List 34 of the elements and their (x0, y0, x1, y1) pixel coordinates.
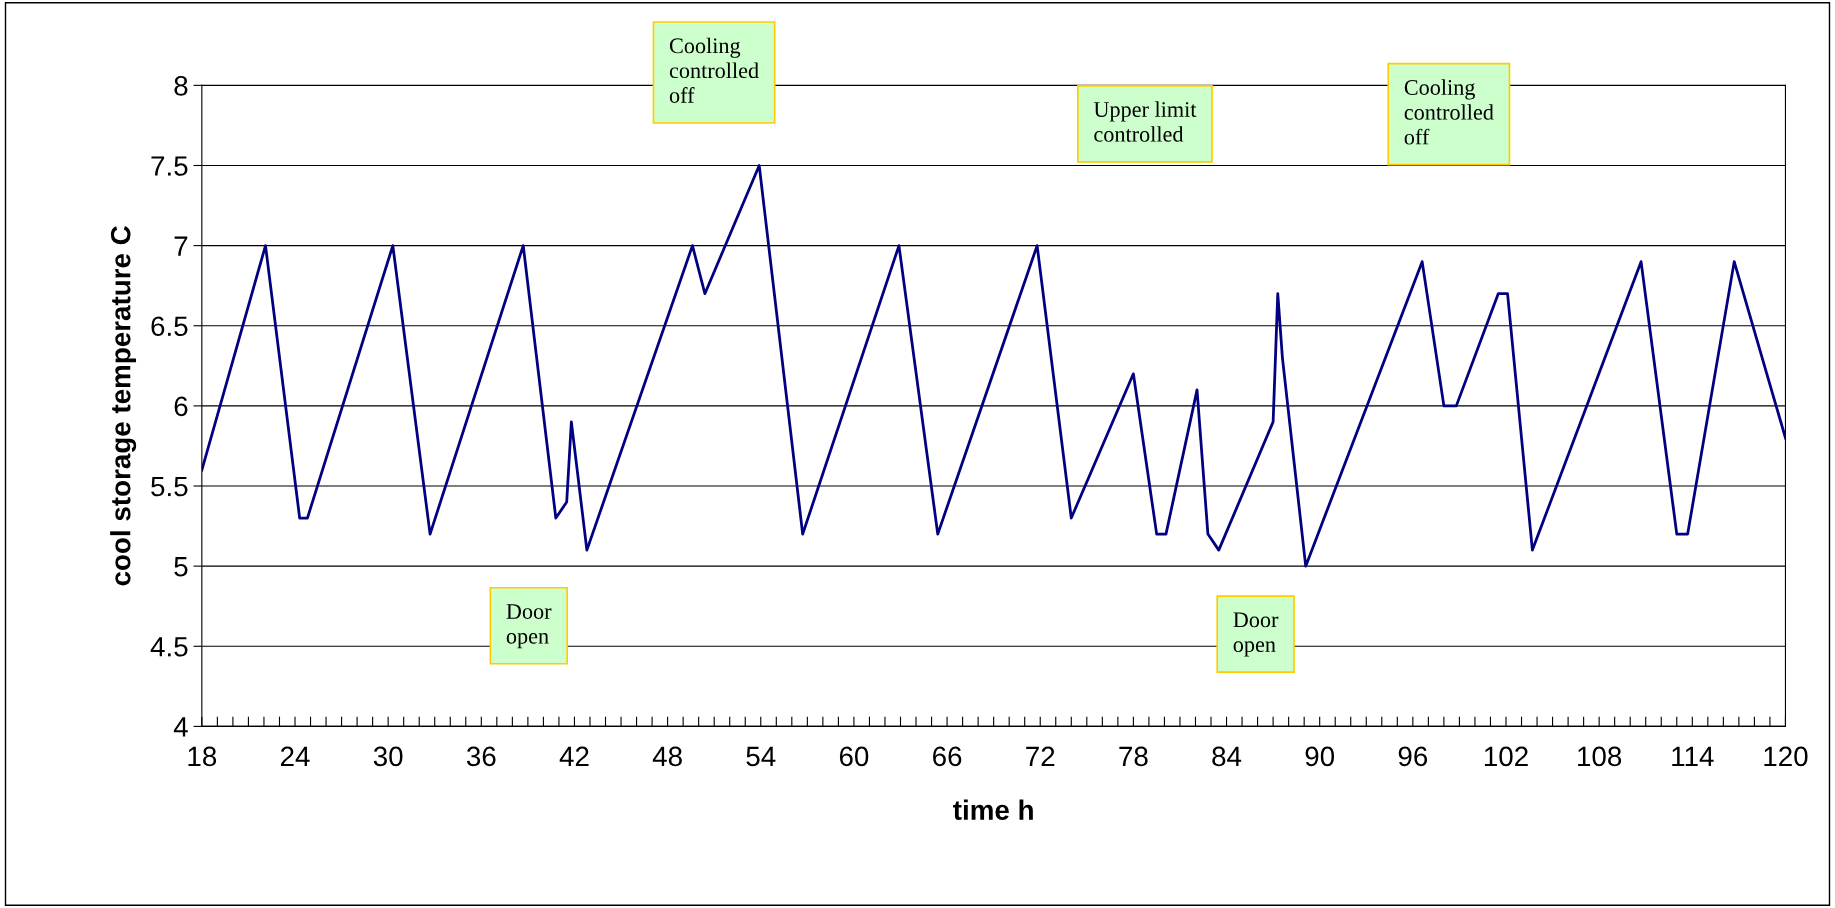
annotation: Cooling controlled off (1404, 79, 1494, 145)
x-tick-label: 42 (559, 746, 589, 766)
x-tick-label: 72 (1026, 746, 1055, 766)
y-axis-title: cool storage temperature C (110, 226, 137, 586)
annotation: Upper limit controlled (1093, 101, 1197, 142)
y-tick-label: 7 (174, 236, 188, 256)
x-tick-label: 78 (1119, 746, 1148, 767)
y-tick-label: 5 (174, 557, 188, 577)
x-tick-label: 24 (280, 746, 310, 766)
x-tick-label: 120 (1764, 746, 1808, 767)
x-tick-label: 84 (1212, 746, 1242, 767)
y-tick-label: 6.5 (151, 316, 188, 337)
annotation: Door open (506, 604, 552, 649)
x-tick-label: 36 (466, 746, 496, 767)
y-tick-label: 4 (173, 717, 188, 737)
x-tick-label: 18 (188, 746, 217, 767)
x-tick-label: 54 (746, 746, 776, 767)
x-tick-label: 96 (1398, 746, 1428, 767)
x-tick-label: 60 (839, 746, 869, 767)
x-tick-label: 30 (373, 746, 403, 767)
x-tick-label: 108 (1578, 746, 1622, 767)
y-tick-label: 7.5 (151, 156, 188, 176)
y-tick-label: 5.5 (151, 476, 188, 497)
y-tick-label: 6 (174, 396, 188, 417)
x-axis-title: time h (953, 799, 1033, 820)
annotation: Cooling controlled off (669, 37, 759, 103)
x-tick-label: 114 (1672, 746, 1714, 766)
y-tick-label: 4.5 (150, 637, 188, 657)
x-tick-label: 66 (933, 746, 962, 767)
x-tick-label: 48 (652, 746, 682, 767)
y-tick-label: 8 (174, 76, 188, 96)
annotation: Door open (1233, 612, 1279, 657)
x-tick-label: 90 (1305, 746, 1335, 767)
x-tick-label: 102 (1484, 746, 1528, 767)
